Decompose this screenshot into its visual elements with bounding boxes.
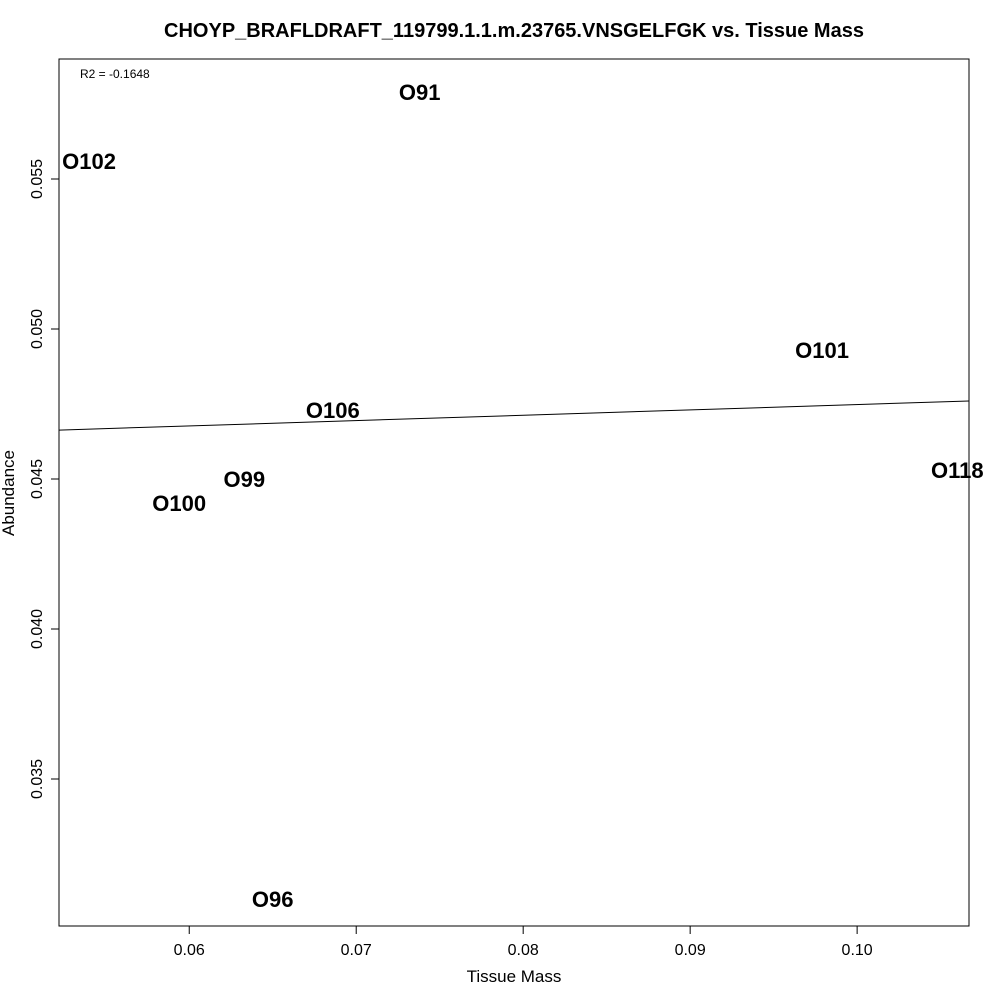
y-tick-label: 0.035: [29, 759, 46, 799]
x-tick-label: 0.10: [842, 942, 873, 959]
y-tick-label: 0.045: [29, 459, 46, 499]
chart-title: CHOYP_BRAFLDRAFT_119799.1.1.m.23765.VNSG…: [164, 20, 864, 42]
x-tick-label: 0.07: [341, 942, 372, 959]
r2-annotation: R2 = -0.1648: [80, 67, 150, 81]
point-label-o106: O106: [306, 398, 360, 423]
x-axis-label: Tissue Mass: [467, 967, 562, 986]
point-label-o96: O96: [252, 887, 294, 912]
point-label-o100: O100: [152, 491, 206, 516]
x-tick-label: 0.08: [508, 942, 539, 959]
point-label-o102: O102: [62, 149, 116, 174]
x-tick-label: 0.06: [174, 942, 205, 959]
x-axis: 0.06 0.07 0.08 0.09 0.10: [174, 926, 873, 959]
y-tick-label: 0.050: [29, 309, 46, 349]
x-tick-label: 0.09: [675, 942, 706, 959]
y-tick-label: 0.055: [29, 159, 46, 199]
y-tick-label: 0.040: [29, 609, 46, 649]
y-axis: 0.035 0.040 0.045 0.050 0.055: [29, 159, 59, 799]
y-axis-label: Abundance: [0, 450, 18, 536]
plot-frame: [58, 58, 970, 927]
regression-line: [58, 400, 970, 431]
point-label-o91: O91: [399, 80, 441, 105]
point-label-o101: O101: [795, 338, 849, 363]
point-label-o99: O99: [224, 467, 266, 492]
data-points: O91 O102 O101 O106 O118 O99 O100 O96: [62, 80, 983, 912]
point-label-o118: O118: [931, 458, 984, 483]
